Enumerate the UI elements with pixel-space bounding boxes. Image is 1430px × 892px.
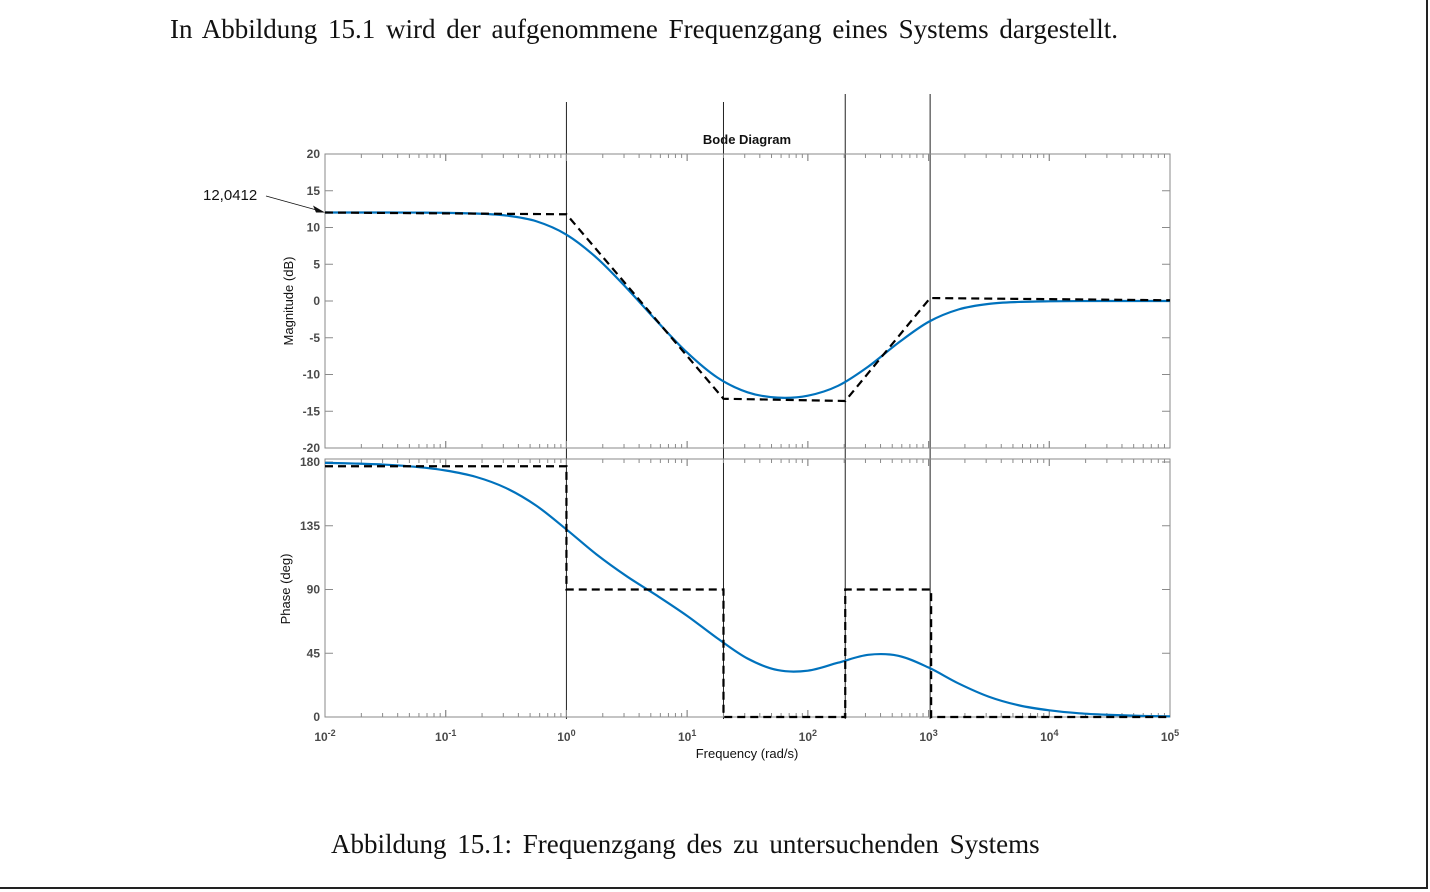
page-border-bottom <box>0 887 1428 889</box>
magnitude-y-tick-label: 20 <box>307 147 321 161</box>
phase-measured-line <box>324 461 1171 718</box>
x-axis-label: Frequency (rad/s) <box>696 746 799 761</box>
magnitude-y-tick-label: 5 <box>313 257 320 271</box>
phase-y-tick-label: 135 <box>300 519 320 533</box>
magnitude-y-tick-label: -5 <box>309 331 320 345</box>
magnitude-y-tick-label: -10 <box>303 368 321 382</box>
phase-asymptote-line <box>325 465 1170 719</box>
figure-caption: Abbildung 15.1: Frequenzgang des zu unte… <box>331 829 1040 859</box>
magnitude-y-axis-label: Magnitude (dB) <box>281 257 296 346</box>
x-tick-label: 103 <box>919 728 937 744</box>
magnitude-measured-line <box>325 211 1170 399</box>
annotation-label: 12,0412 <box>203 187 257 204</box>
phase-y-tick-label: 180 <box>300 455 320 469</box>
phase-axes-box <box>324 458 1171 718</box>
x-tick-label: 10-1 <box>435 728 456 744</box>
magnitude-asymptote-line <box>324 211 1171 403</box>
magnitude-y-tick-label: 10 <box>307 221 321 235</box>
phase-y-tick-label: 0 <box>313 710 320 724</box>
magnitude-y-tick-label: 15 <box>307 184 321 198</box>
x-tick-label: 102 <box>799 728 817 744</box>
annotation-arrow-line <box>265 195 323 212</box>
intro-paragraph: In Abbildung 15.1 wird der aufgenommene … <box>170 14 1119 44</box>
x-tick-label: 105 <box>1161 728 1179 744</box>
phase-y-tick-label: 45 <box>307 646 321 660</box>
magnitude-y-tick-label: 0 <box>313 294 320 308</box>
magnitude-y-tick-label: -15 <box>303 404 321 418</box>
annotation-arrowhead-icon <box>313 205 325 213</box>
x-tick-label: 101 <box>678 728 696 744</box>
phase-y-axis-label: Phase (deg) <box>278 554 293 625</box>
x-tick-label: 100 <box>557 728 575 744</box>
x-tick-label: 104 <box>1040 728 1058 744</box>
phase-y-tick-label: 90 <box>307 583 321 597</box>
page-border-right <box>1426 0 1428 888</box>
magnitude-y-tick-label: -20 <box>303 441 321 455</box>
chart-title: Bode Diagram <box>703 132 791 147</box>
x-tick-label: 10-2 <box>314 728 335 744</box>
